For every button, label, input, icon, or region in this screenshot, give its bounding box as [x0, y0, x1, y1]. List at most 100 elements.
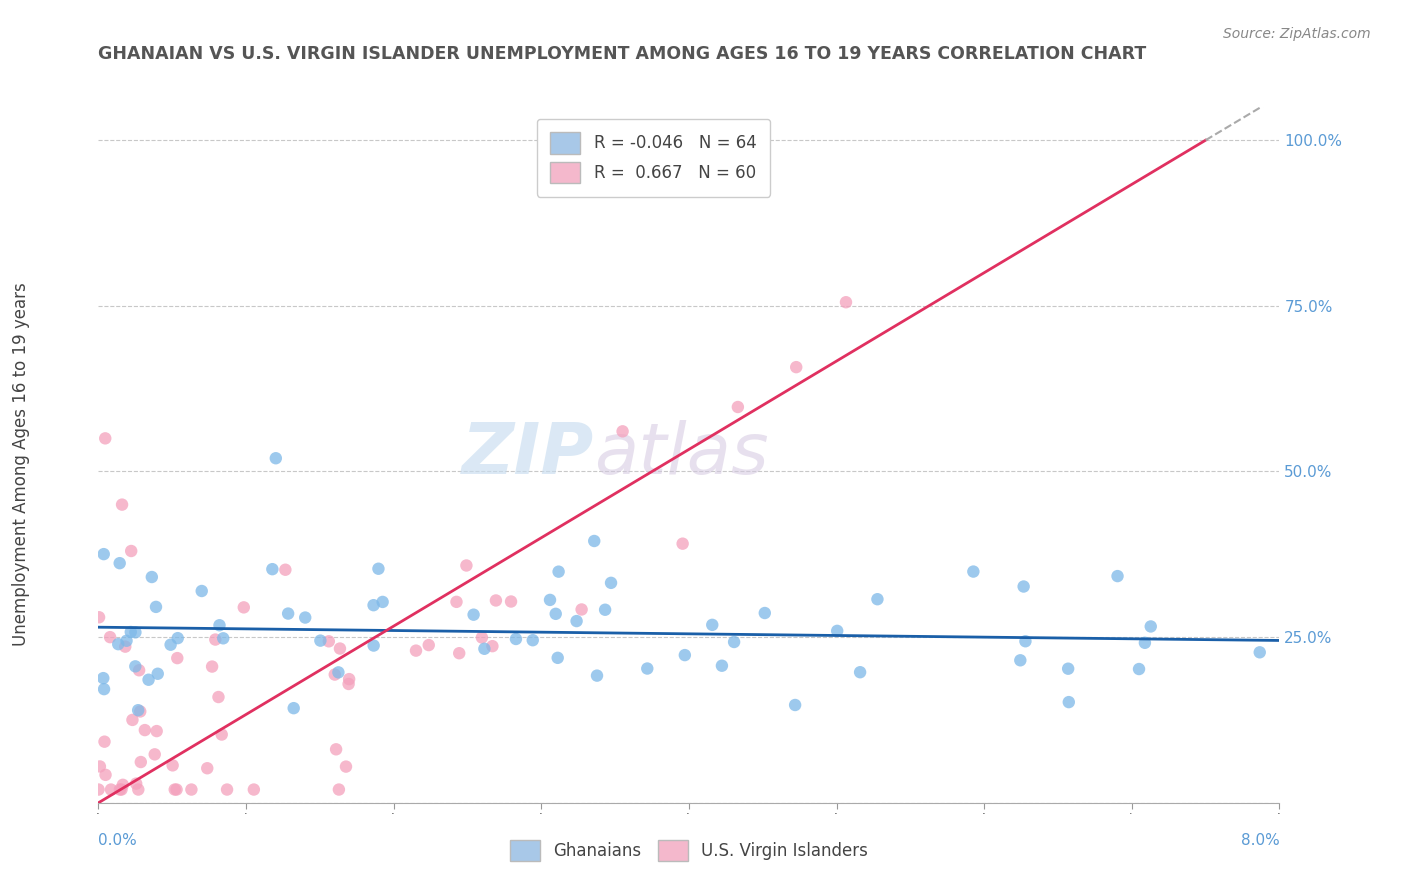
Point: [309, 633, 332, 648]
Legend: R = -0.046   N = 64, R =  0.667   N = 60: R = -0.046 N = 64, R = 0.667 N = 60: [537, 119, 770, 196]
Point: [208, 618, 231, 632]
Point: [212, 632, 235, 646]
Point: [583, 533, 606, 548]
Point: [1012, 580, 1035, 594]
Point: [363, 598, 385, 612]
Point: [328, 665, 350, 680]
Point: [754, 606, 776, 620]
Point: [125, 776, 148, 790]
Point: [264, 451, 287, 466]
Point: [87, 782, 110, 797]
Point: [138, 673, 160, 687]
Point: [129, 755, 152, 769]
Point: [243, 782, 266, 797]
Point: [145, 599, 167, 614]
Point: [328, 782, 350, 797]
Point: [204, 632, 226, 647]
Point: [120, 544, 142, 558]
Point: [547, 650, 569, 665]
Point: [329, 641, 352, 656]
Point: [143, 747, 166, 762]
Point: [367, 562, 389, 576]
Text: GHANAIAN VS U.S. VIRGIN ISLANDER UNEMPLOYMENT AMONG AGES 16 TO 19 YEARS CORRELAT: GHANAIAN VS U.S. VIRGIN ISLANDER UNEMPLO…: [98, 45, 1147, 62]
Point: [727, 400, 749, 414]
Point: [129, 705, 152, 719]
Point: [162, 758, 184, 772]
Point: [163, 782, 186, 797]
Point: [1249, 645, 1271, 659]
Point: [114, 640, 136, 654]
Point: [673, 648, 696, 662]
Point: [449, 646, 471, 660]
Point: [195, 761, 218, 775]
Point: [166, 631, 188, 645]
Point: [127, 782, 149, 797]
Point: [120, 625, 142, 640]
Point: [262, 562, 284, 576]
Point: [128, 663, 150, 677]
Point: [565, 614, 588, 628]
Point: [1057, 662, 1080, 676]
Point: [835, 295, 858, 310]
Point: [1133, 636, 1156, 650]
Point: [418, 638, 440, 652]
Point: [485, 593, 508, 607]
Point: [159, 638, 181, 652]
Point: [702, 618, 724, 632]
Point: [405, 643, 427, 657]
Point: [636, 661, 658, 675]
Point: [1014, 634, 1036, 648]
Point: [98, 630, 121, 644]
Point: [505, 632, 527, 646]
Point: [190, 584, 212, 599]
Point: [274, 563, 297, 577]
Point: [121, 713, 143, 727]
Point: [93, 734, 115, 748]
Point: [612, 425, 634, 439]
Point: [825, 624, 848, 638]
Point: [325, 742, 347, 756]
Point: [371, 595, 394, 609]
Point: [124, 659, 146, 673]
Point: [785, 698, 807, 712]
Point: [866, 592, 889, 607]
Point: [91, 671, 114, 685]
Point: [1128, 662, 1150, 676]
Point: [446, 595, 468, 609]
Point: [94, 768, 117, 782]
Point: [463, 607, 485, 622]
Point: [108, 782, 131, 797]
Point: [110, 782, 132, 797]
Point: [232, 600, 254, 615]
Point: [363, 639, 385, 653]
Point: [710, 658, 733, 673]
Point: [107, 637, 129, 651]
Point: [277, 607, 299, 621]
Point: [146, 666, 169, 681]
Point: [294, 610, 316, 624]
Point: [481, 639, 503, 653]
Point: [672, 536, 695, 550]
Point: [723, 635, 745, 649]
Point: [1107, 569, 1129, 583]
Text: Source: ZipAtlas.com: Source: ZipAtlas.com: [1223, 27, 1371, 41]
Point: [544, 607, 567, 621]
Point: [211, 727, 233, 741]
Point: [166, 782, 188, 797]
Point: [538, 593, 561, 607]
Point: [600, 575, 623, 590]
Point: [93, 547, 115, 561]
Point: [145, 724, 167, 739]
Point: [522, 633, 544, 648]
Point: [201, 659, 224, 673]
Point: [283, 701, 305, 715]
Point: [571, 602, 593, 616]
Point: [108, 556, 131, 570]
Point: [785, 360, 807, 375]
Point: [318, 634, 340, 648]
Text: ZIP: ZIP: [463, 420, 595, 490]
Point: [111, 498, 134, 512]
Point: [141, 570, 163, 584]
Point: [499, 594, 522, 608]
Point: [94, 431, 117, 445]
